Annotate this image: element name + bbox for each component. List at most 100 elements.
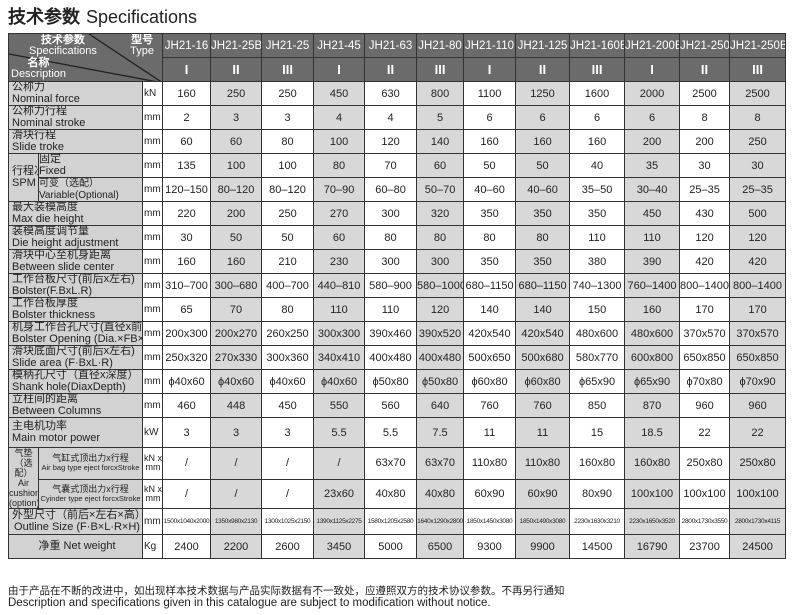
spec-value: 800 <box>416 81 465 106</box>
spec-value: ϕ60x80 <box>463 369 517 394</box>
spec-value: 450 <box>624 201 681 226</box>
spec-value: 23x60 <box>313 478 366 510</box>
spec-value: 850 <box>569 393 626 418</box>
spec-value: 6500 <box>416 534 465 559</box>
table-row: 装模高度调节量 Die height adjustment mm 30 50 50 60 8… <box>8 225 787 250</box>
spec-value: 3 <box>261 417 315 448</box>
spec-value: ϕ65x90 <box>624 369 681 394</box>
spec-value: 63x70 <box>364 447 418 480</box>
spec-value: 1390x1125x2275 <box>313 508 366 535</box>
spec-value: 380 <box>569 249 626 274</box>
spec-value: 80–120 <box>261 177 315 202</box>
spec-value: 80 <box>416 225 465 250</box>
row-label: 滑块底面尺寸(前后x左右) Slide area (F·BxL·R) <box>8 345 143 370</box>
type-header: II <box>515 57 571 82</box>
spec-value: 310–700 <box>162 273 212 298</box>
spec-value: 3 <box>261 105 315 130</box>
spec-value: 560 <box>364 393 418 418</box>
spec-value: ϕ65x90 <box>569 369 626 394</box>
spec-value: 550 <box>313 393 366 418</box>
spec-value: 1850x1450x3080 <box>463 508 517 535</box>
spec-value: 160 <box>162 249 212 274</box>
spec-value: 370x570 <box>679 321 731 346</box>
spec-value: 350 <box>569 201 626 226</box>
spec-value: 60–80 <box>364 177 418 202</box>
spec-value: 40x80 <box>364 478 418 510</box>
row-label: 工作台板厚度 Bolster thickness <box>8 297 143 322</box>
row-label-cn: 净重 <box>38 539 61 552</box>
spec-value: 250x80 <box>729 447 787 480</box>
row-label-cn: 工作台板尺寸(前后x左右) <box>12 273 135 285</box>
row-label-en: Die height adjustment <box>12 236 119 249</box>
spec-value: 5000 <box>364 534 418 559</box>
spec-value: 80 <box>261 129 315 154</box>
spec-value: 250 <box>729 129 787 154</box>
description-heading-cn: 名称 <box>27 57 50 69</box>
table-row-outline: 外型尺寸（前后×左右×高） Outline Size (F·B×L·R×H) mm… <box>8 508 787 535</box>
row-label-en: Bolster Opening (Dia.×FB×LR) <box>12 332 143 345</box>
spec-value: 70 <box>364 153 418 178</box>
spec-value: 110 <box>364 297 418 322</box>
spec-value: 100 <box>261 153 315 178</box>
row-label: 净重 Net weight <box>8 534 143 559</box>
spec-value: 140 <box>416 129 465 154</box>
spec-value: 60 <box>210 129 263 154</box>
spec-value: 5.5 <box>313 417 366 448</box>
spec-value: 110x80 <box>515 447 571 480</box>
table-row: 立柱间的距离 Between Columns mm 460 448 450 550 560 6… <box>8 393 787 418</box>
spec-value: 120 <box>729 225 787 250</box>
type-heading: 型号 Type <box>130 35 154 57</box>
spm-variable-label: 可变（选配） Variable(Optional) <box>38 177 143 202</box>
title-cn: 技术参数 <box>8 7 80 27</box>
spec-value: 448 <box>210 393 263 418</box>
type-header: II <box>364 57 418 82</box>
spec-value: 800–1400 <box>729 273 787 298</box>
row-label-cn: 主电机功率 <box>12 420 67 432</box>
spec-value: 50–70 <box>416 177 465 202</box>
spec-value: 25–35 <box>729 177 787 202</box>
spec-value: 250x80 <box>679 447 731 480</box>
spec-value: / <box>210 478 263 510</box>
footnote-en: Description and specifications given in … <box>8 597 491 609</box>
row-label: 外型尺寸（前后×左右×高） Outline Size (F·B×L·R×H) <box>8 508 143 535</box>
row-label-cn: 装模高度调节量 <box>12 225 89 237</box>
unit-cell: kN x mm <box>141 478 164 510</box>
type-header: II <box>679 57 731 82</box>
row-label-cn: 公称力行程 <box>12 105 67 117</box>
model-header: JH21-250B <box>729 33 787 58</box>
model-header: JH21-250 <box>679 33 731 58</box>
spec-value: 6 <box>515 105 571 130</box>
spec-value: 30–40 <box>624 177 681 202</box>
spec-value: 6 <box>569 105 626 130</box>
spec-value: 2230x1650x3520 <box>624 508 681 535</box>
spec-value: 140 <box>515 297 571 322</box>
spec-value: 70–90 <box>313 177 366 202</box>
spec-value: 160 <box>624 297 681 322</box>
table-row-spm-variable: 可变（选配）Variable(Optional) mm⁻¹120–15080–1… <box>9 177 787 202</box>
table-row: 工作台板尺寸(前后x左右) Bolster(F.BxL.R) mm 310–700 3… <box>8 273 787 298</box>
spec-value: 2800x1730x4115 <box>729 508 787 535</box>
spec-value: 2230x1630x3210 <box>569 508 626 535</box>
spec-value: 40–60 <box>515 177 571 202</box>
spec-value: 160 <box>463 129 517 154</box>
spec-value: 100x100 <box>624 478 681 510</box>
spec-value: 200x300 <box>162 321 212 346</box>
row-label-cn: 滑块行程 <box>12 129 56 141</box>
spm-label: 行程次数SPM <box>8 153 39 202</box>
spec-value: 270x330 <box>210 345 263 370</box>
spec-value: 1100 <box>463 81 517 106</box>
spec-value: ϕ40x60 <box>162 369 212 394</box>
table-row: 滑块中心至机身距离 Between slide center mm 160 160 21… <box>8 249 787 274</box>
spec-value: 390x460 <box>364 321 418 346</box>
spec-value: 16790 <box>624 534 681 559</box>
spec-value: 390 <box>624 249 681 274</box>
spec-value: 2200 <box>210 534 263 559</box>
row-label: 公称力行程 Nominal stroke <box>8 105 143 130</box>
spec-value: 40 <box>569 153 626 178</box>
spec-value: 1580x1205x2580 <box>364 508 418 535</box>
spec-value: 60x90 <box>515 478 571 510</box>
unit-cell: mm <box>141 201 164 226</box>
spec-value: 25–35 <box>679 177 731 202</box>
spec-value: 80 <box>463 225 517 250</box>
row-label-en: Shank hole(DiaxDepth) <box>12 380 126 393</box>
